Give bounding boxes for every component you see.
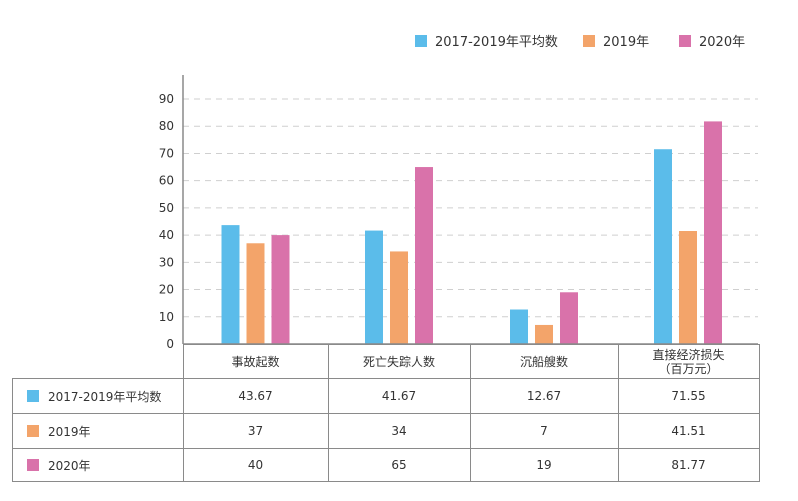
row-label: 2017-2019年平均数 (48, 389, 162, 404)
legend-swatch-avg (415, 34, 427, 47)
category-label: 直接经济损失 (652, 347, 725, 362)
bar (221, 225, 240, 344)
category-label: 事故起数 (231, 354, 280, 369)
bars (221, 121, 722, 344)
legend-label-avg: 2017-2019年平均数 (435, 35, 558, 50)
table-header-cell: 沉船艘数 (469, 344, 619, 379)
bar (535, 324, 553, 344)
table-cell: 71.55 (617, 378, 760, 414)
bar (365, 230, 383, 344)
y-tick-label: 40 (159, 228, 174, 242)
y-tick-label: 50 (159, 201, 174, 215)
y-tick-label: 80 (159, 119, 174, 133)
row-header: 2017-2019年平均数 (12, 378, 184, 414)
table-corner (12, 344, 184, 379)
table-row: 2017-2019年平均数 43.67 41.67 12.67 71.55 (12, 378, 760, 414)
table-cell: 41.51 (617, 413, 760, 449)
table-row: 2020年 40 65 19 81.77 (12, 448, 760, 482)
category-label: 沉船艘数 (519, 354, 568, 369)
row-label: 2020年 (48, 458, 91, 473)
row-swatch (27, 459, 39, 471)
table-cell: 12.67 (469, 378, 619, 414)
legend-label-2020: 2020年 (699, 35, 746, 50)
table-cell: 37 (182, 413, 329, 449)
bar (415, 167, 433, 344)
table-cell: 19 (469, 448, 619, 482)
y-tick-label: 20 (159, 283, 174, 297)
bar (271, 235, 290, 344)
table-cell: 81.77 (617, 448, 760, 482)
y-tick-label: 10 (159, 310, 174, 324)
y-axis-ticks: 0 10 20 30 40 50 60 70 80 90 (159, 92, 174, 351)
table-header-cell: 事故起数 (182, 344, 329, 379)
bar (679, 231, 697, 344)
legend-item-2020: 2020年 (679, 31, 745, 50)
table-cell: 41.67 (327, 378, 471, 414)
bar (654, 149, 672, 344)
table-header-cell: 死亡失踪人数 (327, 344, 471, 379)
table-cell: 34 (327, 413, 471, 449)
legend-swatch-2020 (679, 34, 691, 47)
table-header-cell: 直接经济损失 （百万元） (617, 344, 760, 379)
table-cell: 65 (327, 448, 471, 482)
legend-label-2019: 2019年 (603, 35, 650, 50)
data-table: 事故起数 死亡失踪人数 沉船艘数 直接经济损失 （百万元） 2017-2019年… (12, 344, 760, 482)
chart-legend: 2017-2019年平均数 2019年 2020年 (0, 31, 798, 51)
y-tick-label: 60 (159, 174, 174, 188)
category-label: 死亡失踪人数 (362, 354, 435, 369)
y-tick-label: 70 (159, 146, 174, 160)
legend-swatch-2019 (583, 34, 595, 47)
bar (390, 251, 408, 344)
y-tick-label: 90 (159, 92, 174, 106)
bar (510, 309, 528, 344)
row-header: 2020年 (12, 448, 184, 482)
legend-item-avg: 2017-2019年平均数 (415, 31, 558, 50)
table-cell: 7 (469, 413, 619, 449)
category-sublabel: （百万元） (658, 361, 719, 376)
bar (560, 292, 578, 344)
table-cell: 40 (182, 448, 329, 482)
table-cell: 43.67 (182, 378, 329, 414)
bar (246, 243, 265, 344)
y-tick-label: 0 (166, 337, 174, 351)
table-header-row: 事故起数 死亡失踪人数 沉船艘数 直接经济损失 （百万元） (12, 344, 760, 379)
bar-chart: 0 10 20 30 40 50 60 70 80 90 (159, 75, 758, 351)
row-swatch (27, 390, 39, 402)
legend-item-2019: 2019年 (583, 31, 649, 50)
row-swatch (27, 425, 39, 437)
y-tick-label: 30 (159, 255, 174, 269)
row-label: 2019年 (48, 424, 91, 439)
row-header: 2019年 (12, 413, 184, 449)
bar (704, 121, 722, 344)
grid-lines (183, 98, 758, 318)
table-row: 2019年 37 34 7 41.51 (12, 413, 760, 449)
